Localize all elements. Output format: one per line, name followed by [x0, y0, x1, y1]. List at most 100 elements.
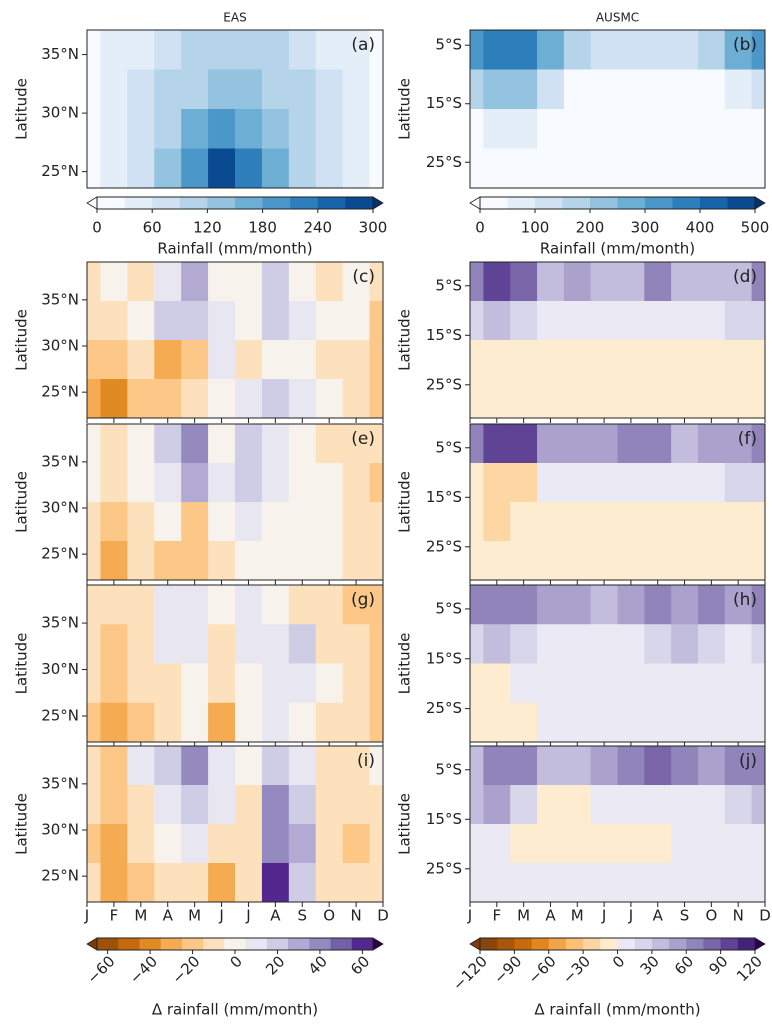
contour-cell	[87, 262, 101, 302]
contour-cell	[697, 863, 726, 903]
contour-cell	[470, 502, 484, 542]
contour-cell	[288, 585, 317, 625]
x-tick-label: J	[84, 907, 89, 925]
colorbar-under	[469, 196, 481, 210]
contour-cell	[644, 262, 672, 302]
contour-cell	[617, 541, 645, 581]
contour-cell	[671, 379, 699, 419]
y-tick-label: 25°S	[426, 699, 462, 717]
contour-cell	[483, 863, 511, 903]
contour-cell	[563, 148, 592, 189]
contour-cell	[235, 624, 263, 664]
contour-cell	[751, 340, 766, 380]
colorbar-bin	[531, 938, 550, 950]
x-tick-label: D	[759, 907, 771, 925]
contour-cell	[617, 463, 645, 503]
contour-cell	[87, 30, 101, 70]
contour-cell	[751, 702, 766, 743]
colorbar-bin	[207, 197, 236, 209]
contour-cell	[671, 301, 699, 341]
contour-cell	[235, 69, 263, 110]
contour-cell	[617, 502, 645, 542]
contour-cell	[235, 541, 263, 581]
colorbar-bin	[600, 938, 618, 950]
contour-cell	[617, 585, 645, 625]
y-axis-label: Latitude	[396, 633, 414, 695]
contour-cell	[590, 424, 618, 464]
contour-cell	[369, 30, 384, 70]
colorbar-bin	[497, 938, 515, 950]
contour-cell	[235, 785, 263, 825]
y-tick-label: 5°S	[435, 599, 462, 617]
contour-cell	[751, 463, 766, 503]
contour-cell	[617, 262, 645, 302]
colorbar-over	[754, 937, 766, 951]
contour-cell	[751, 148, 766, 189]
contour-cell	[671, 463, 699, 503]
contour-cell	[315, 585, 344, 625]
y-axis-label: Latitude	[13, 793, 31, 855]
contour-cell	[208, 148, 236, 189]
contour-cell	[87, 424, 101, 464]
contour-cell	[470, 379, 484, 419]
contour-cell	[288, 624, 317, 664]
contour-cell	[697, 69, 726, 110]
contour-cell	[127, 585, 155, 625]
contour-cell	[288, 379, 317, 419]
contour-cell	[644, 624, 672, 664]
contour-cell	[235, 340, 263, 380]
colorbar-bin	[97, 938, 119, 950]
contour-cell	[510, 824, 538, 864]
contour-cell	[537, 109, 565, 149]
contour-cell	[563, 262, 592, 302]
contour-cell	[235, 262, 263, 302]
contour-cell	[208, 746, 236, 786]
contour-cell	[369, 340, 384, 380]
contour-cell	[100, 148, 128, 189]
contour-cell	[537, 785, 565, 825]
contour-cell	[100, 262, 128, 302]
contour-cell	[751, 69, 766, 110]
y-tick-label: 30°N	[41, 499, 79, 517]
contour-cell	[470, 340, 484, 380]
x-tick-label: A	[545, 907, 556, 925]
contour-cell	[644, 30, 672, 70]
contour-cell	[644, 148, 672, 189]
contour-cell	[154, 69, 182, 110]
contour-cell	[724, 30, 753, 70]
contour-cell	[235, 463, 263, 503]
contour-cell	[315, 379, 344, 419]
contour-cell	[724, 863, 753, 903]
contour-cell	[154, 262, 182, 302]
contour-cell	[288, 148, 317, 189]
panel-label: (g)	[351, 590, 375, 610]
contour-cell	[100, 746, 128, 786]
x-tick-label: J	[601, 907, 606, 925]
contour-cell	[261, 109, 290, 149]
contour-cell	[127, 69, 155, 110]
contour-cell	[671, 340, 699, 380]
contour-cell	[751, 379, 766, 419]
panel-label: (b)	[733, 35, 757, 55]
contour-cell	[288, 463, 317, 503]
colorbar-tick-label: 0	[609, 952, 628, 971]
panel-title: EAS	[223, 11, 246, 25]
contour-cell	[154, 585, 182, 625]
contour-cell	[751, 30, 766, 70]
contour-cell	[697, 663, 726, 704]
contour-cell	[617, 746, 645, 786]
contour-cell	[510, 148, 538, 189]
contour-cell	[288, 340, 317, 380]
contour-cell	[644, 863, 672, 903]
contour-cell	[590, 109, 618, 149]
contour-cell	[315, 463, 344, 503]
contour-cell	[590, 785, 618, 825]
colorbar-tick-label: 400	[686, 219, 715, 237]
y-tick-label: 30°N	[41, 660, 79, 678]
contour-cell	[127, 148, 155, 189]
x-tick-label: F	[110, 907, 119, 925]
contour-cell	[563, 702, 592, 743]
contour-cell	[483, 824, 511, 864]
contour-cell	[563, 109, 592, 149]
